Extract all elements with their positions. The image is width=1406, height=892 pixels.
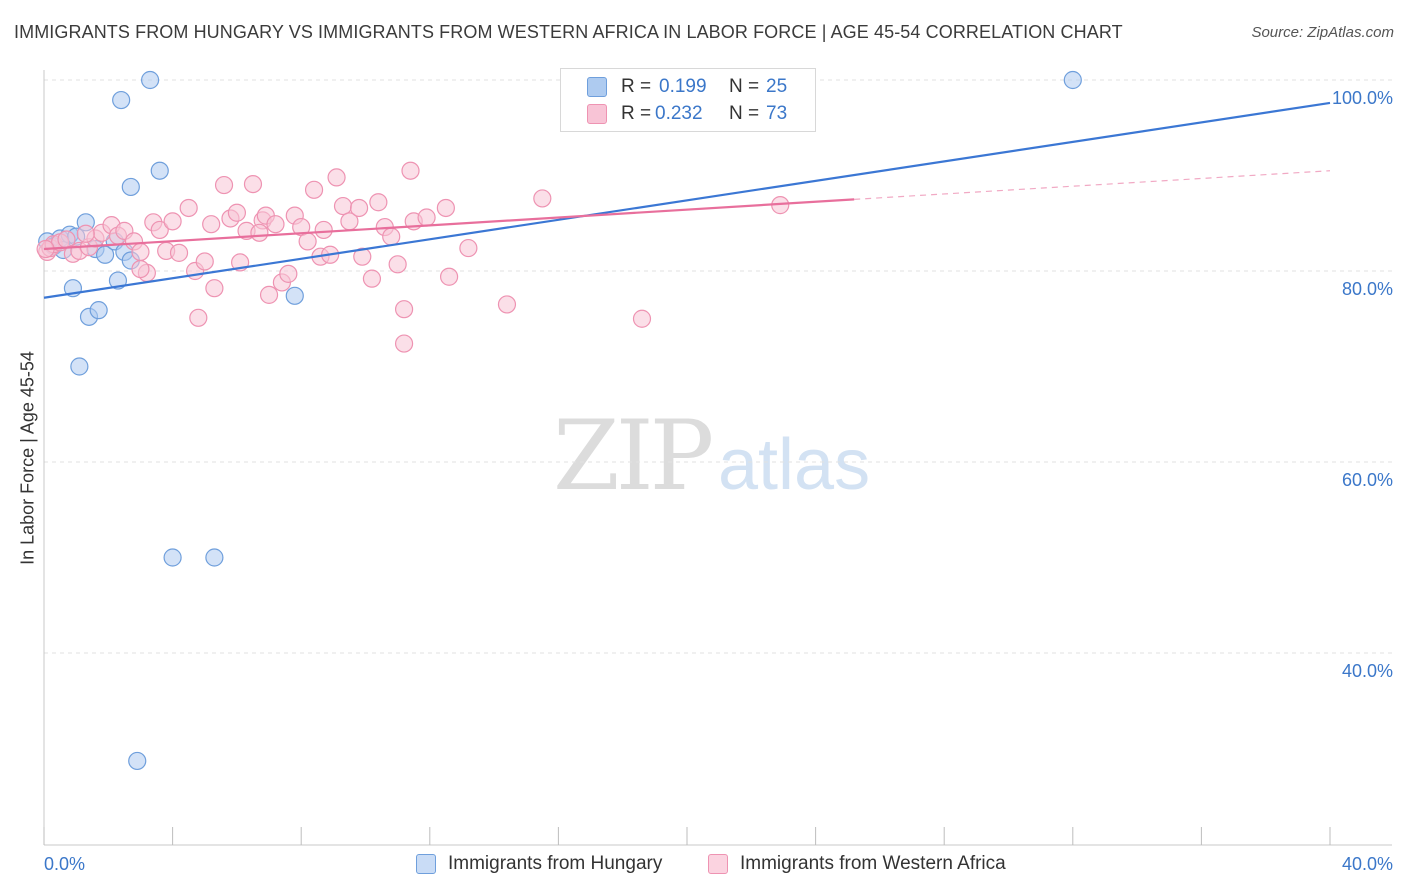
point-western-africa [436,198,455,218]
legend-label-western-africa: Immigrants from Western Africa [740,853,1006,874]
point-western-africa [314,220,333,240]
legend-swatch-western-africa [587,104,607,124]
legend-swatch-western-africa [708,854,728,874]
legend-r-label: R = [621,76,652,97]
point-western-africa [279,264,298,283]
point-western-africa [266,215,285,234]
point-western-africa [250,223,269,242]
trendline-western-africa-extension [854,170,1331,200]
legend-item-western-africa[interactable]: Immigrants from Western Africa [708,852,1006,876]
point-western-africa [333,196,353,216]
point-hungary [163,548,182,567]
point-western-africa [214,175,234,195]
point-western-africa [205,279,224,298]
point-western-africa [362,269,382,288]
point-western-africa [632,309,652,328]
point-hungary [70,357,89,376]
point-western-africa [76,224,95,243]
legend-swatch-hungary [587,77,607,97]
y-tick-label: 60.0% [1342,470,1393,490]
point-western-africa [163,212,182,231]
point-hungary [1063,70,1082,90]
point-western-africa [189,308,208,327]
point-hungary [121,177,140,197]
point-hungary [140,70,160,90]
point-western-africa [202,215,221,234]
trendline-hungary [43,101,1331,299]
y-tick-label: 80.0% [1342,279,1393,299]
point-western-africa [497,295,517,314]
legend-n-label: N = [729,76,760,97]
point-western-africa [243,174,263,194]
legend-r-value: 0.199 [659,76,707,97]
legend-r-value: 0.232 [655,103,703,124]
y-tick-label: 40.0% [1342,661,1393,681]
point-western-africa [304,180,324,199]
point-hungary [112,90,131,110]
legend-r-label: R = [621,103,652,124]
correlation-legend: R = 0.199 N = 25 R = 0.232 N = 73 [560,68,816,132]
point-western-africa [259,285,279,304]
point-western-africa [533,189,552,208]
legend-item-hungary[interactable]: Immigrants from Hungary [416,852,662,876]
x-tick-label: 0.0% [44,854,85,874]
point-western-africa [401,161,420,180]
point-western-africa [394,300,414,319]
legend-n-label: N = [729,103,760,124]
point-hungary [128,751,147,771]
y-tick-label: 100.0% [1332,88,1393,108]
point-western-africa [369,193,388,212]
point-western-africa [417,208,436,227]
point-western-africa [439,267,459,286]
source-label: Source: ZipAtlas.com [1251,24,1394,41]
point-western-africa [349,198,369,218]
chart-title: IMMIGRANTS FROM HUNGARY VS IMMIGRANTS FR… [14,22,1123,42]
legend-n-value: 25 [766,76,788,97]
watermark-atlas: atlas [718,425,871,505]
point-western-africa [327,168,346,187]
x-tick-label: 40.0% [1342,854,1393,874]
legend-label-hungary: Immigrants from Hungary [448,853,663,874]
point-western-africa [394,334,414,353]
point-hungary [89,301,108,320]
point-western-africa [131,242,150,261]
point-western-africa [179,198,198,218]
point-western-africa [382,227,401,246]
point-western-africa [459,238,478,258]
point-western-africa [227,203,246,222]
point-hungary [285,286,304,305]
legend-swatch-hungary [416,854,436,874]
point-hungary [205,548,224,567]
point-western-africa [195,252,214,271]
point-western-africa [150,220,169,240]
point-western-africa [353,247,372,266]
point-hungary [150,161,169,180]
trendline-western-africa [43,198,855,251]
point-western-africa [298,232,317,251]
watermark-zip: ZIP [553,400,714,512]
legend-n-value: 73 [766,103,788,124]
point-western-africa [169,243,189,262]
point-western-africa [131,259,150,279]
point-western-africa [388,255,407,274]
